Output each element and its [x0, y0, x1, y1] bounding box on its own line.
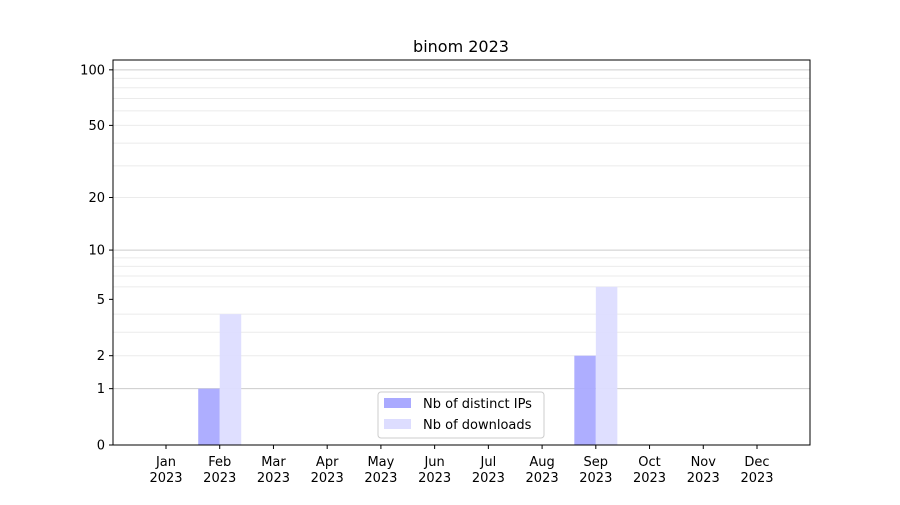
y-tick-label: 1: [97, 382, 105, 397]
plot-frame: [112, 59, 811, 446]
legend-swatch: [384, 398, 411, 408]
x-tick-label: Apr 2023: [311, 455, 344, 486]
x-tick-label: Dec 2023: [740, 455, 773, 486]
x-tick-label: Feb 2023: [203, 455, 236, 486]
y-tick-label: 2: [97, 349, 105, 364]
bar-downloads: [219, 314, 242, 445]
y-tick-label: 5: [97, 293, 105, 308]
x-tick-label: Oct 2023: [633, 455, 666, 486]
y-tick-label: 20: [88, 191, 105, 206]
x-tick-label: Jul 2023: [472, 455, 505, 486]
x-tick-label: Jun 2023: [418, 455, 451, 486]
y-tick-label: 50: [88, 119, 105, 134]
legend: Nb of distinct IPs Nb of downloads: [377, 391, 545, 439]
x-tick-label: Nov 2023: [687, 455, 720, 486]
y-tick-label: 10: [88, 244, 105, 259]
y-tick-label: 100: [80, 63, 105, 78]
x-tick-label: Aug 2023: [526, 455, 559, 486]
legend-box: [377, 391, 545, 439]
y-tick-label: 0: [97, 439, 105, 454]
bar-downloads: [595, 286, 618, 445]
bar-distinct-ips: [574, 355, 596, 445]
x-tick-label: Sep 2023: [579, 455, 612, 486]
bar-distinct-ips: [198, 388, 220, 445]
x-tick-label: Mar 2023: [257, 455, 290, 486]
legend-label: Nb of downloads: [423, 418, 532, 433]
chart-title: binom 2023: [413, 37, 509, 56]
legend-swatch: [384, 419, 411, 429]
x-tick-label: Jan 2023: [149, 455, 182, 486]
legend-label: Nb of distinct IPs: [423, 397, 532, 412]
x-tick-label: May 2023: [364, 455, 397, 486]
